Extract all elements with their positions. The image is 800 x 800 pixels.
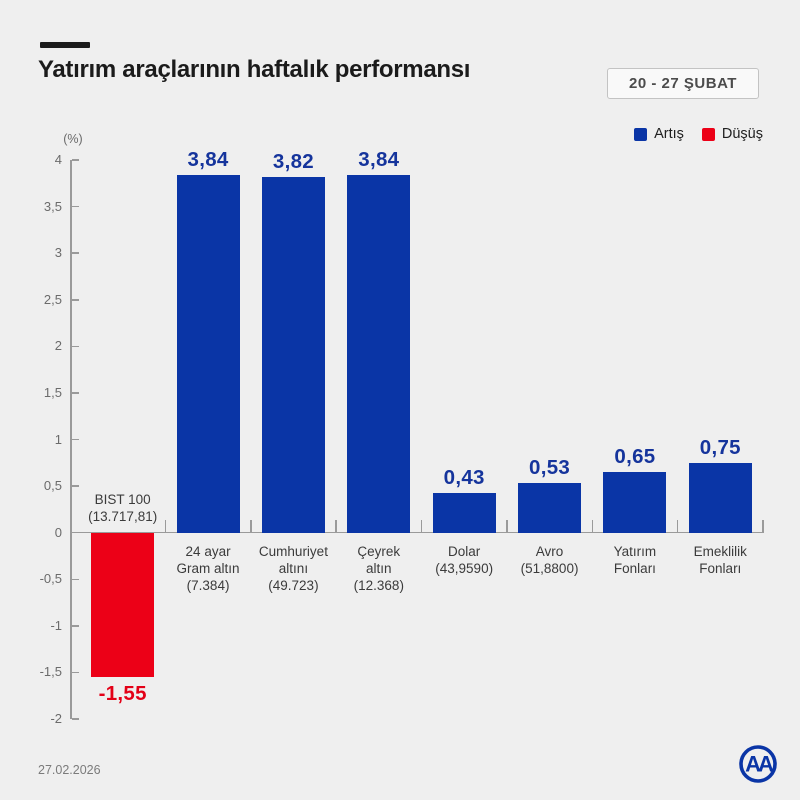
y-tick-label: 2 xyxy=(54,338,62,354)
category-label: BIST 100 (13.717,81) xyxy=(88,491,158,524)
y-tick-label: 4 xyxy=(54,152,62,167)
y-axis-unit-label: (%) xyxy=(63,132,83,146)
x-baseline xyxy=(70,531,763,534)
accent-dash xyxy=(40,42,90,48)
svg-text:AA: AA xyxy=(745,752,774,777)
legend-label: Düşüş xyxy=(721,126,763,142)
category-label: Çeyrek altın (12.368) xyxy=(353,543,404,593)
bar xyxy=(347,174,411,533)
bar-value-label: -1,55 xyxy=(98,682,147,706)
y-tick xyxy=(71,205,79,208)
category-tick xyxy=(762,519,764,533)
y-tick-label: 0,5 xyxy=(43,478,62,494)
bar xyxy=(518,483,582,533)
y-tick-label: -1 xyxy=(50,617,62,633)
y-tick xyxy=(71,252,79,254)
bar xyxy=(176,174,240,533)
bar-value-label: 3,84 xyxy=(358,147,400,171)
category-tick xyxy=(676,519,679,533)
category-tick xyxy=(506,519,508,533)
y-tick-label: 0 xyxy=(54,524,62,540)
y-tick xyxy=(71,345,79,348)
footer-date: 27.02.2026 xyxy=(38,763,101,777)
legend-item-decrease: Düşüş xyxy=(701,126,763,142)
bar-value-label: 0,53 xyxy=(529,456,571,480)
bar xyxy=(91,532,155,678)
bar xyxy=(261,176,325,533)
page-title: Yatırım araçlarının haftalık performansı xyxy=(38,56,471,83)
y-tick-label: -2 xyxy=(50,711,62,726)
category-label: Avro (51,8800) xyxy=(520,543,579,576)
category-tick xyxy=(250,519,252,533)
y-tick xyxy=(71,671,79,674)
category-label: Dolar (43,9590) xyxy=(435,543,494,576)
bar-value-label: 0,43 xyxy=(443,465,485,489)
y-tick-label: -0,5 xyxy=(39,571,62,587)
category-label: Cumhuriyet altını (49.723) xyxy=(258,543,328,593)
bar-value-label: 0,75 xyxy=(699,435,741,459)
category-tick xyxy=(164,519,167,533)
bar-value-label: 3,82 xyxy=(272,149,314,173)
decrease-swatch-icon xyxy=(701,127,715,141)
y-tick xyxy=(71,299,79,301)
y-tick-label: 3 xyxy=(54,245,62,261)
y-tick xyxy=(71,625,79,627)
y-tick xyxy=(71,392,79,394)
legend-item-increase: Artış xyxy=(634,126,684,142)
bar xyxy=(432,492,496,533)
bar xyxy=(688,462,752,533)
y-tick xyxy=(71,578,79,580)
legend-label: Artış xyxy=(654,126,684,142)
bar-value-label: 0,65 xyxy=(614,445,656,469)
y-tick-label: -1,5 xyxy=(39,664,62,680)
category-label: Emeklilik Fonları xyxy=(693,543,747,576)
y-tick xyxy=(71,531,79,534)
bar-value-label: 3,84 xyxy=(187,147,229,171)
category-tick xyxy=(420,519,423,533)
bar xyxy=(603,472,667,533)
increase-swatch-icon xyxy=(634,127,648,141)
y-axis-line xyxy=(70,160,72,719)
category-label: 24 ayar Gram altın (7.384) xyxy=(176,543,240,593)
period-badge: 20 - 27 ŞUBAT xyxy=(607,68,759,99)
y-tick xyxy=(71,438,79,441)
y-tick-label: 1,5 xyxy=(43,384,62,400)
y-tick-label: 2,5 xyxy=(43,291,62,307)
category-tick xyxy=(335,519,337,533)
y-tick-label: 3,5 xyxy=(43,198,62,214)
category-label: Yatırım Fonları xyxy=(613,543,657,576)
y-tick-label: 1 xyxy=(54,431,62,447)
category-tick xyxy=(591,519,593,533)
legend: Artış Düşüş xyxy=(634,126,763,142)
y-tick xyxy=(71,159,79,161)
y-tick xyxy=(71,718,79,720)
y-tick xyxy=(71,485,79,487)
aa-agency-logo-icon: AA xyxy=(739,745,777,783)
